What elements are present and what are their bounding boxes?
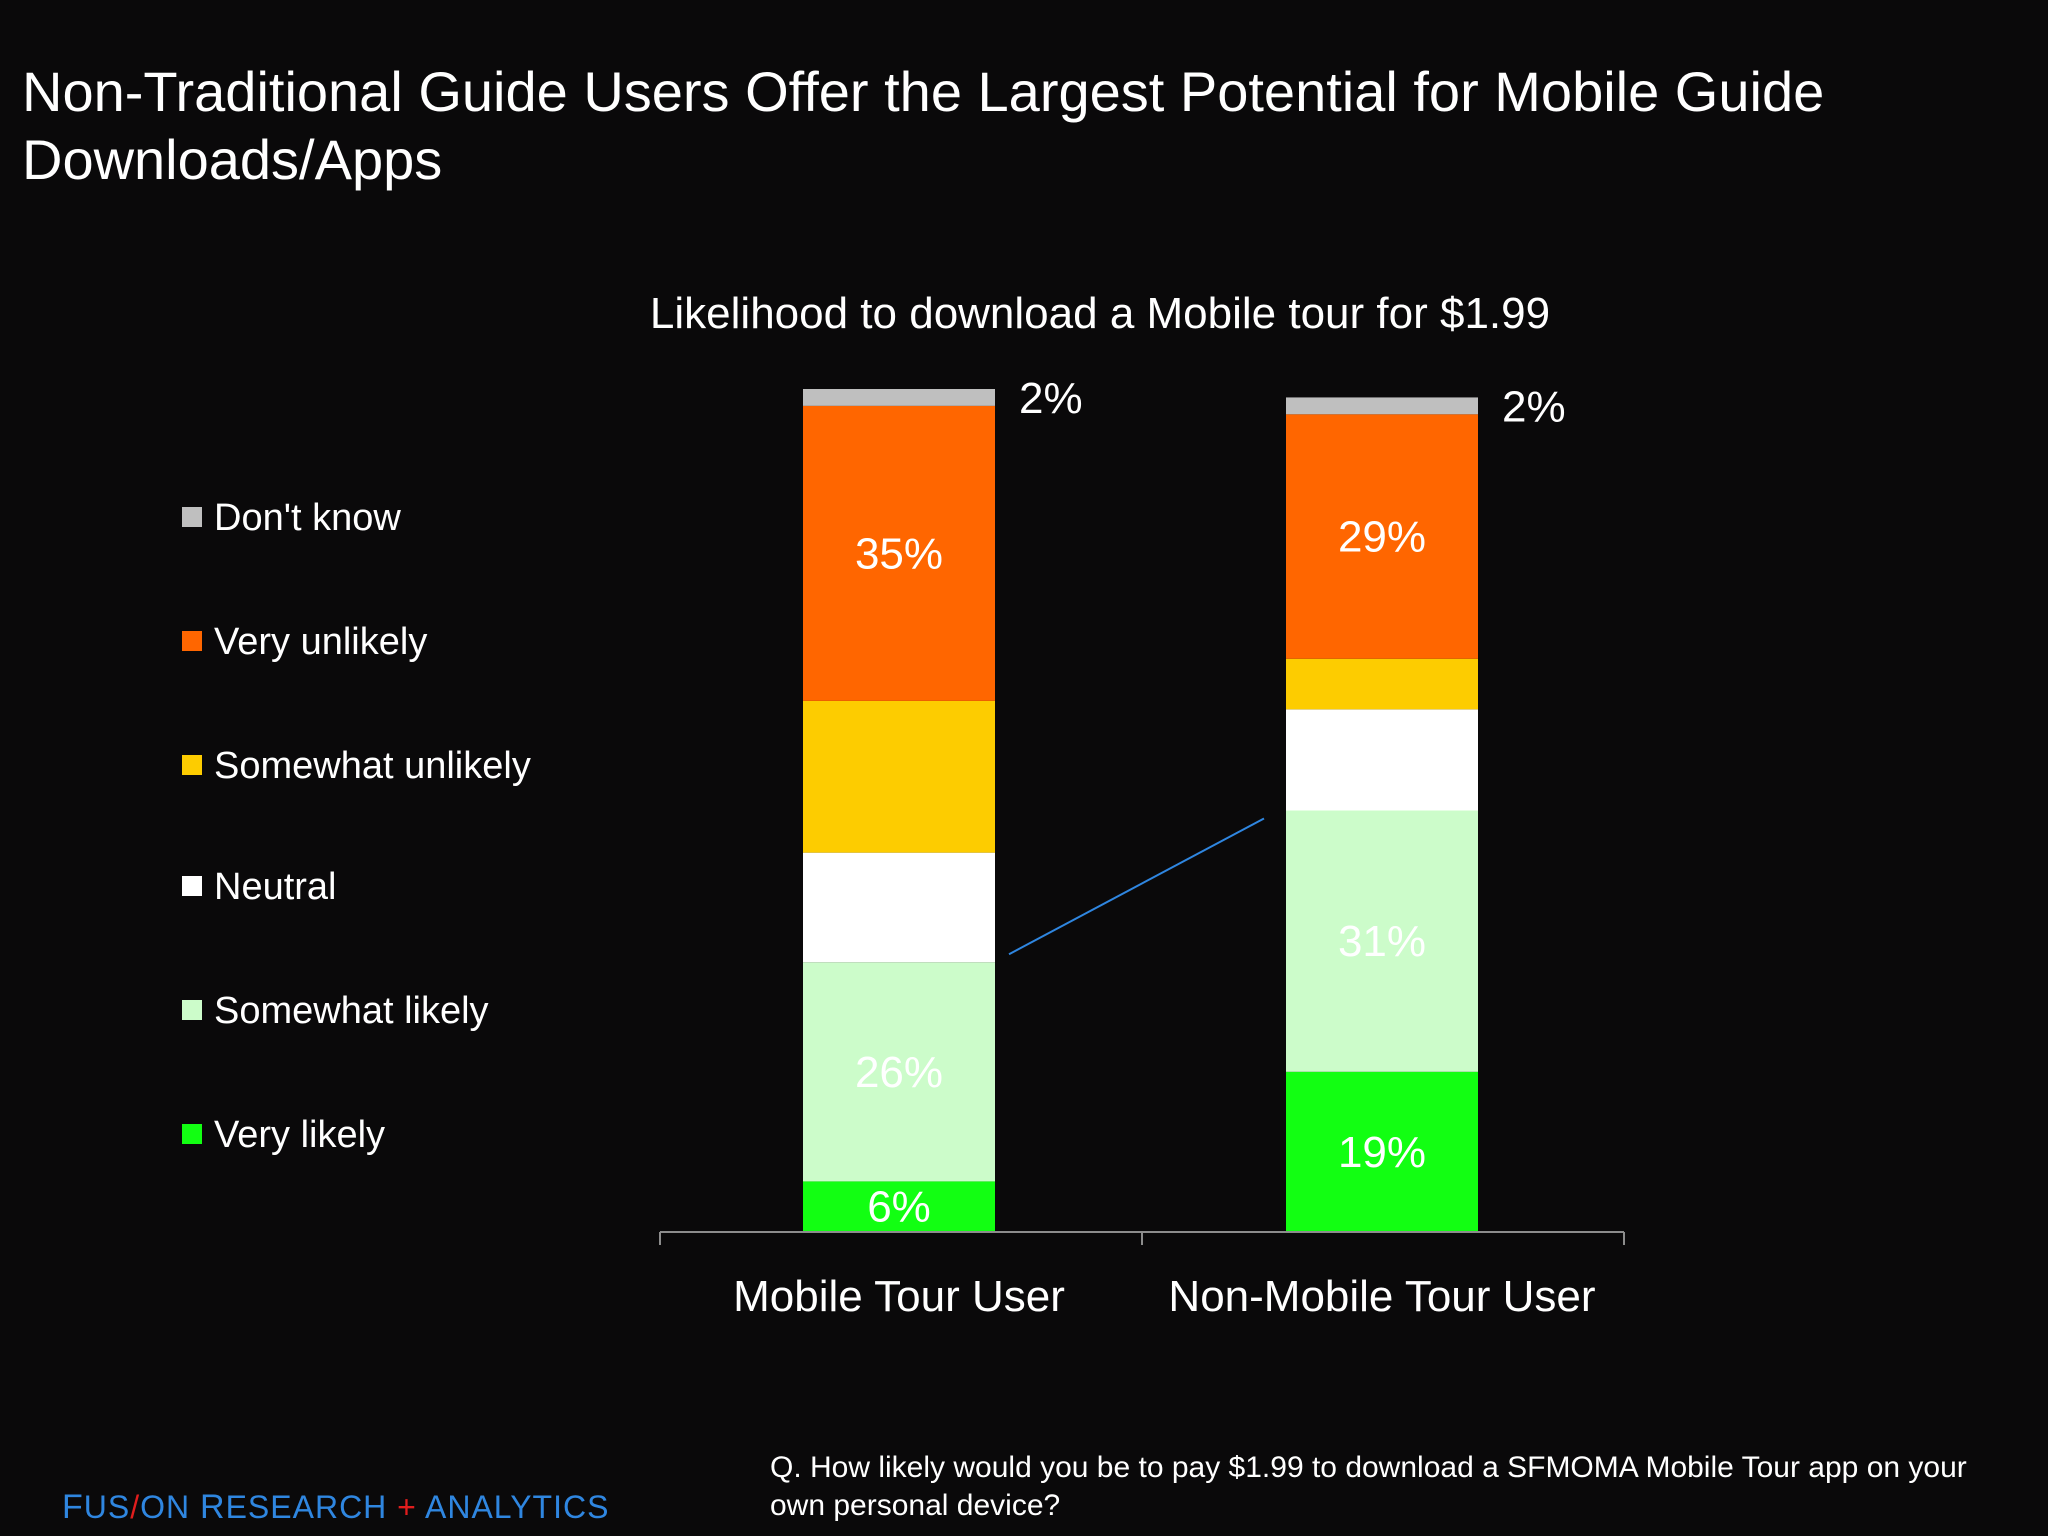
legend-swatch-very-unlikely [182, 630, 202, 651]
legend-swatch-somewhat-unlikely [182, 754, 202, 775]
legend-swatch-neutral [182, 875, 202, 896]
legend-item-very-likely: Very likely [182, 1113, 385, 1157]
bar-neutral-non-mobile-tour-user [1286, 709, 1478, 811]
bar-somewhat-unlikely-non-mobile-tour-user [1286, 658, 1478, 710]
bar-don-t-know-mobile-tour-user [803, 389, 995, 406]
legend-label-somewhat-likely: Somewhat likely [214, 990, 489, 1032]
legend-label-somewhat-unlikely: Somewhat unlikely [214, 745, 531, 787]
bar-very-unlikely-non-mobile-tour-user [1286, 414, 1478, 659]
legend-label-very-likely: Very likely [214, 1114, 386, 1156]
legend-swatch-don-t-know [182, 506, 202, 527]
data-label-very-likely-mobile-tour-user: 6% [867, 1183, 931, 1232]
legend-swatch-very-likely [182, 1123, 202, 1144]
legend-item-somewhat-likely: Somewhat likely [182, 989, 489, 1033]
bar-somewhat-likely-mobile-tour-user [803, 962, 995, 1182]
slide-title: Non-Traditional Guide Users Offer the La… [22, 60, 1825, 191]
bar-neutral-mobile-tour-user [803, 852, 995, 963]
bar-don-t-know-non-mobile-tour-user [1286, 397, 1478, 415]
legend-item-very-unlikely: Very unlikely [182, 620, 427, 664]
x-tick-label-non-mobile-tour-user: Non-Mobile Tour User [1168, 1272, 1595, 1321]
company-logo: FUS/ON RESEARCH + ANALYTICS [62, 1488, 610, 1526]
data-label-very-unlikely-non-mobile-tour-user: 29% [1338, 513, 1426, 562]
legend-item-somewhat-unlikely: Somewhat unlikely [182, 744, 531, 788]
bar-very-likely-mobile-tour-user [803, 1181, 995, 1232]
data-label-somewhat-likely-mobile-tour-user: 26% [855, 1048, 943, 1097]
data-label-don-t-know-non-mobile-tour-user: 2% [1502, 382, 1566, 431]
survey-question: Q. How likely would you be to pay $1.99 … [770, 1451, 1967, 1522]
bar-very-unlikely-mobile-tour-user [803, 405, 995, 701]
legend-swatch-somewhat-likely [182, 999, 202, 1020]
series-connector-line [1008, 817, 1265, 956]
data-label-very-unlikely-mobile-tour-user: 35% [855, 529, 943, 578]
legend-item-neutral: Neutral [182, 865, 337, 909]
bar-somewhat-unlikely-mobile-tour-user [803, 700, 995, 853]
legend-label-neutral: Neutral [214, 866, 337, 908]
legend-label-don-t-know: Don't know [214, 497, 401, 539]
bar-very-likely-non-mobile-tour-user [1286, 1071, 1478, 1232]
data-label-don-t-know-mobile-tour-user: 2% [1019, 374, 1083, 423]
data-label-very-likely-non-mobile-tour-user: 19% [1338, 1128, 1426, 1177]
bar-somewhat-likely-non-mobile-tour-user [1286, 810, 1478, 1072]
legend-label-very-unlikely: Very unlikely [214, 621, 428, 663]
data-label-somewhat-likely-non-mobile-tour-user: 31% [1338, 917, 1426, 966]
x-tick-label-mobile-tour-user: Mobile Tour User [733, 1272, 1065, 1321]
legend-item-don-t-know: Don't know [182, 496, 401, 540]
chart-title: Likelihood to download a Mobile tour for… [650, 289, 1550, 338]
